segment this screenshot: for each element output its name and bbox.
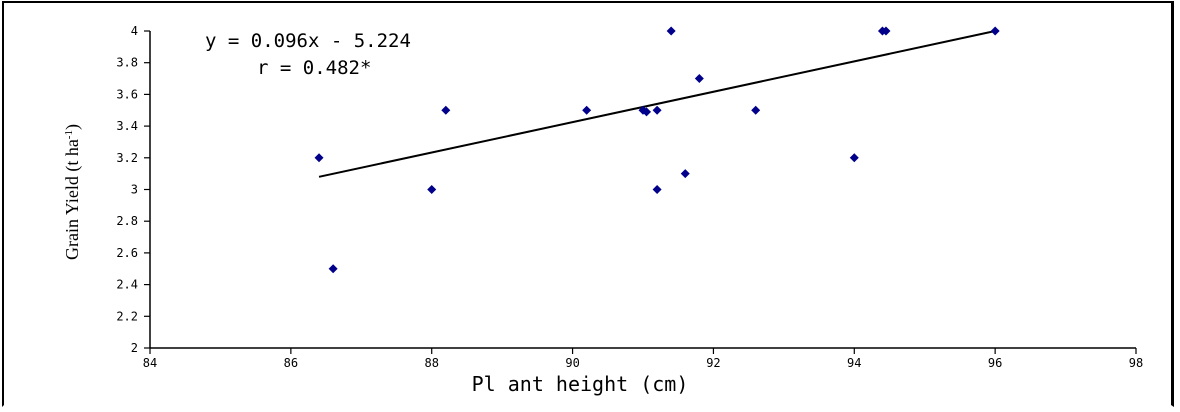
data-point	[314, 153, 324, 163]
x-tick-label: 92	[706, 356, 720, 370]
chart-frame	[2, 1, 1174, 407]
x-tick-label: 86	[284, 356, 298, 370]
x-tick-label: 94	[847, 356, 861, 370]
data-point	[652, 185, 662, 194]
data-point	[652, 105, 662, 115]
data-point	[666, 26, 676, 36]
data-point	[427, 185, 437, 194]
data-point	[441, 105, 451, 115]
y-tick-label: 3.4	[116, 119, 138, 133]
data-point	[642, 107, 652, 117]
y-tick-label: 3.8	[116, 56, 138, 70]
y-axis-label-close: )	[62, 124, 83, 130]
data-point	[582, 105, 592, 115]
trendline	[318, 30, 996, 178]
x-tick-label: 88	[424, 356, 438, 370]
regression-equation: y = 0.096x - 5.224	[205, 30, 411, 52]
x-tick-label: 96	[988, 356, 1002, 370]
data-point	[849, 153, 859, 163]
data-point	[328, 264, 338, 274]
y-tick-label: 2.2	[116, 309, 138, 323]
y-axis-label-main: Grain Yield (t ha	[62, 139, 83, 260]
y-tick-label: 2.8	[116, 214, 138, 228]
y-tick-label: 3.6	[116, 87, 138, 101]
correlation-coefficient: r = 0.482*	[257, 57, 371, 79]
y-tick-label: 3	[131, 183, 138, 197]
data-point	[694, 74, 704, 84]
y-tick-label: 2.6	[116, 246, 138, 260]
y-tick-label: 3.2	[116, 151, 138, 165]
x-tick-label: 90	[565, 356, 579, 370]
y-tick-label: 4	[131, 24, 138, 38]
y-axis-label: Grain Yield (t ha-1)	[62, 124, 83, 260]
y-tick-label: 2.4	[116, 278, 138, 292]
x-tick-label: 84	[143, 356, 157, 370]
y-axis-label-superscript: -1	[63, 130, 75, 139]
data-point	[680, 169, 690, 179]
x-tick-label: 98	[1129, 356, 1143, 370]
data-point	[751, 105, 761, 115]
x-axis-label: Pl ant height (cm)	[472, 372, 689, 396]
y-tick-label: 2	[131, 341, 138, 355]
data-point	[990, 26, 1000, 36]
data-point	[881, 26, 891, 36]
